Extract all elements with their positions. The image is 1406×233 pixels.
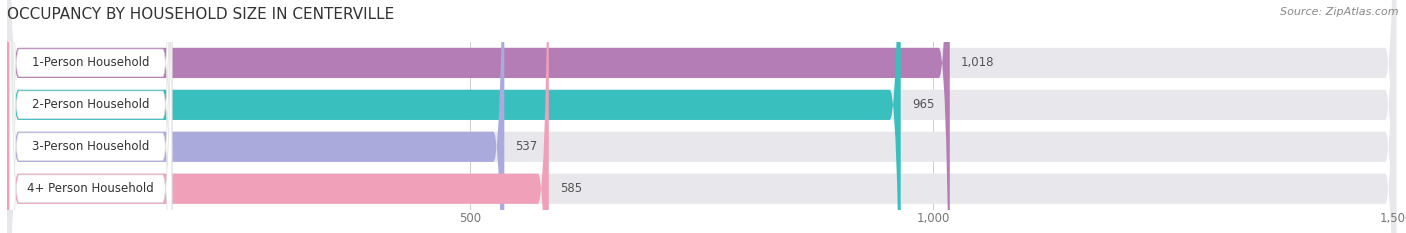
- FancyBboxPatch shape: [7, 0, 1396, 233]
- Text: 4+ Person Household: 4+ Person Household: [28, 182, 155, 195]
- Text: 585: 585: [560, 182, 582, 195]
- Text: 965: 965: [912, 98, 934, 111]
- FancyBboxPatch shape: [10, 0, 172, 233]
- FancyBboxPatch shape: [7, 0, 950, 233]
- FancyBboxPatch shape: [10, 0, 172, 233]
- Text: 2-Person Household: 2-Person Household: [32, 98, 149, 111]
- Text: 1,018: 1,018: [960, 56, 994, 69]
- FancyBboxPatch shape: [7, 0, 548, 233]
- Text: 537: 537: [516, 140, 537, 153]
- FancyBboxPatch shape: [7, 0, 1396, 233]
- FancyBboxPatch shape: [7, 0, 1396, 233]
- Text: Source: ZipAtlas.com: Source: ZipAtlas.com: [1281, 7, 1399, 17]
- Text: 3-Person Household: 3-Person Household: [32, 140, 149, 153]
- FancyBboxPatch shape: [7, 0, 505, 233]
- FancyBboxPatch shape: [7, 0, 901, 233]
- Text: OCCUPANCY BY HOUSEHOLD SIZE IN CENTERVILLE: OCCUPANCY BY HOUSEHOLD SIZE IN CENTERVIL…: [7, 7, 394, 22]
- FancyBboxPatch shape: [10, 0, 172, 233]
- Text: 1-Person Household: 1-Person Household: [32, 56, 149, 69]
- FancyBboxPatch shape: [10, 0, 172, 233]
- FancyBboxPatch shape: [7, 0, 1396, 233]
